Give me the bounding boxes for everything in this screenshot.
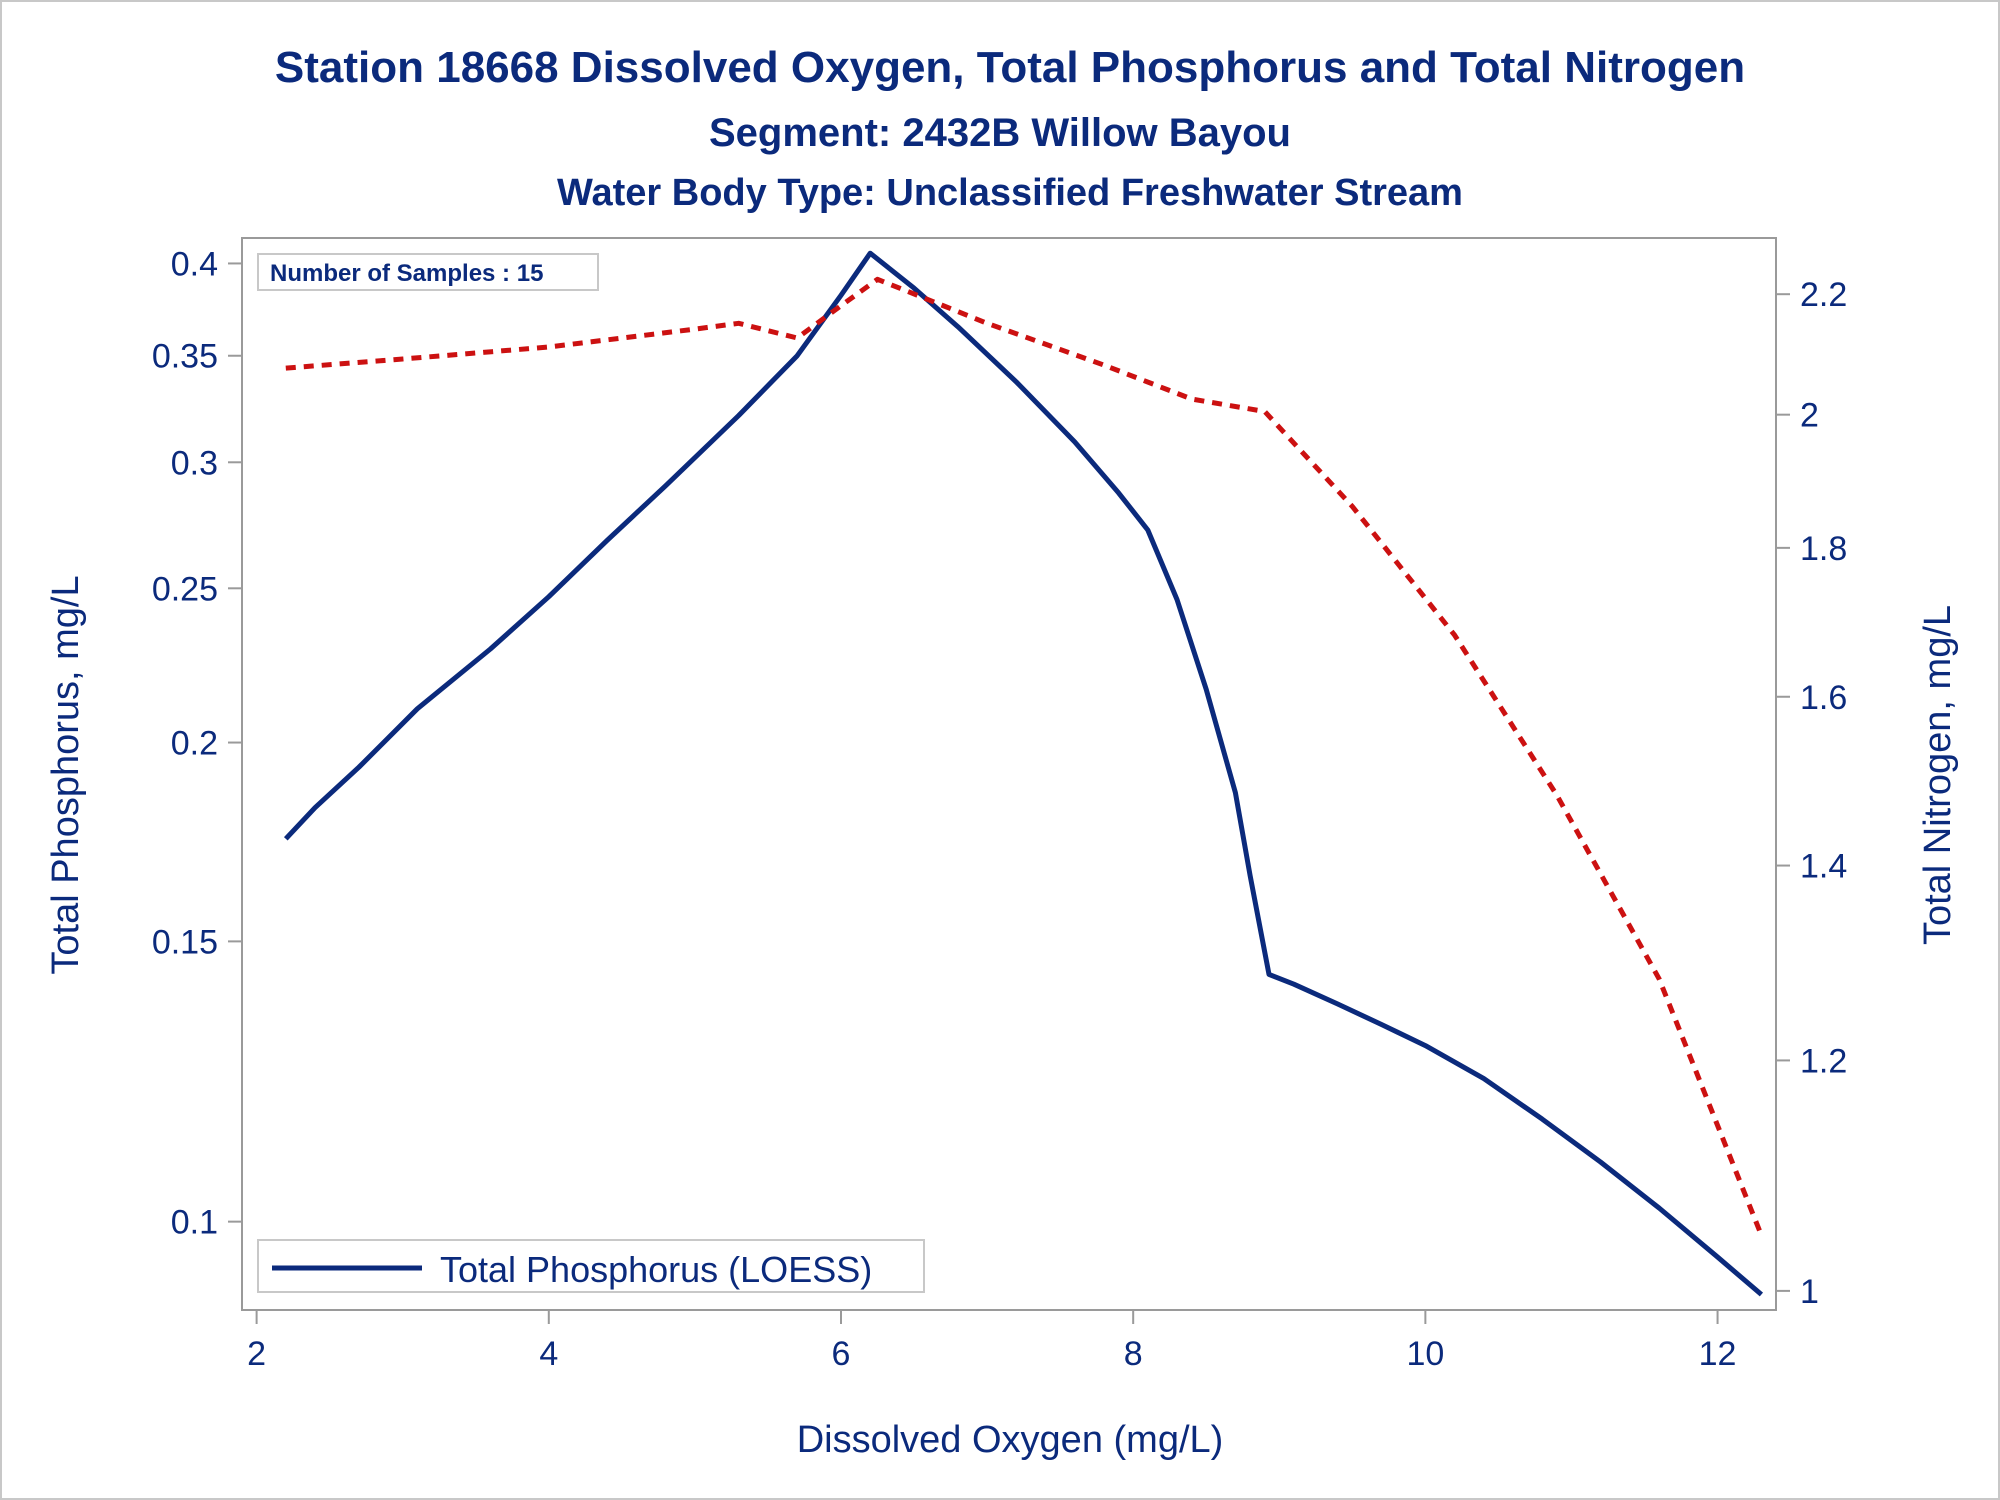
plot-area xyxy=(241,237,1777,1311)
x-tick-label: 10 xyxy=(1406,1335,1444,1373)
y-right-tick-label: 1.8 xyxy=(1800,530,1847,568)
y-right-tick-label: 1.4 xyxy=(1800,848,1847,886)
y-left-tick-label: 0.4 xyxy=(171,245,218,283)
y-left-tick-label: 0.35 xyxy=(152,338,218,376)
y-right-tick-label: 1.6 xyxy=(1800,679,1847,717)
series-layer xyxy=(283,250,1764,1297)
y-right-tick-label: 1 xyxy=(1800,1273,1819,1311)
series-nitrogen-line xyxy=(285,276,1764,1237)
y-left-tick-label: 0.25 xyxy=(152,570,218,608)
sample-count-text: Number of Samples : 15 xyxy=(270,260,543,287)
chart-subtitle-2: Water Body Type: Unclassified Freshwater… xyxy=(557,172,1463,214)
y-right-tick-label: 1.2 xyxy=(1800,1042,1847,1080)
series-phosphorus-line xyxy=(283,250,1764,1297)
axes-layer: 2 4 6 8 10 12 0.1 0.15 0.2 0.25 0.3 0.35 0.4 1 1.2 1.4 1… xyxy=(152,245,1847,1373)
y-left-tick-label: 0.2 xyxy=(171,725,218,763)
legend-entry-phosphorus: Total Phosphorus (LOESS) xyxy=(440,1249,872,1290)
y-left-tick-label: 0.1 xyxy=(171,1204,218,1242)
y-axis-left-label: Total Phosphorus, mg/L xyxy=(45,575,87,974)
x-tick-label: 12 xyxy=(1699,1335,1737,1373)
plot-frame xyxy=(241,237,1777,1311)
chart-title: Station 18668 Dissolved Oxygen, Total Ph… xyxy=(275,43,1745,92)
x-tick-label: 4 xyxy=(539,1335,558,1373)
y-left-tick-label: 0.15 xyxy=(152,923,218,961)
y-right-tick-label: 2 xyxy=(1800,397,1819,435)
chart-subtitle: Segment: 2432B Willow Bayou xyxy=(709,111,1291,155)
x-axis-label: Dissolved Oxygen (mg/L) xyxy=(797,1419,1224,1461)
y-left-tick-label: 0.3 xyxy=(171,444,218,482)
y-axis-right-label: Total Nitrogen, mg/L xyxy=(1917,605,1959,945)
x-tick-label: 6 xyxy=(832,1335,851,1373)
x-tick-label: 2 xyxy=(247,1335,266,1373)
x-tick-label: 8 xyxy=(1124,1335,1143,1373)
legend: Total Phosphorus (LOESS) xyxy=(257,1239,925,1293)
sample-count-box: Number of Samples : 15 xyxy=(257,253,599,291)
y-right-tick-label: 2.2 xyxy=(1800,276,1847,314)
